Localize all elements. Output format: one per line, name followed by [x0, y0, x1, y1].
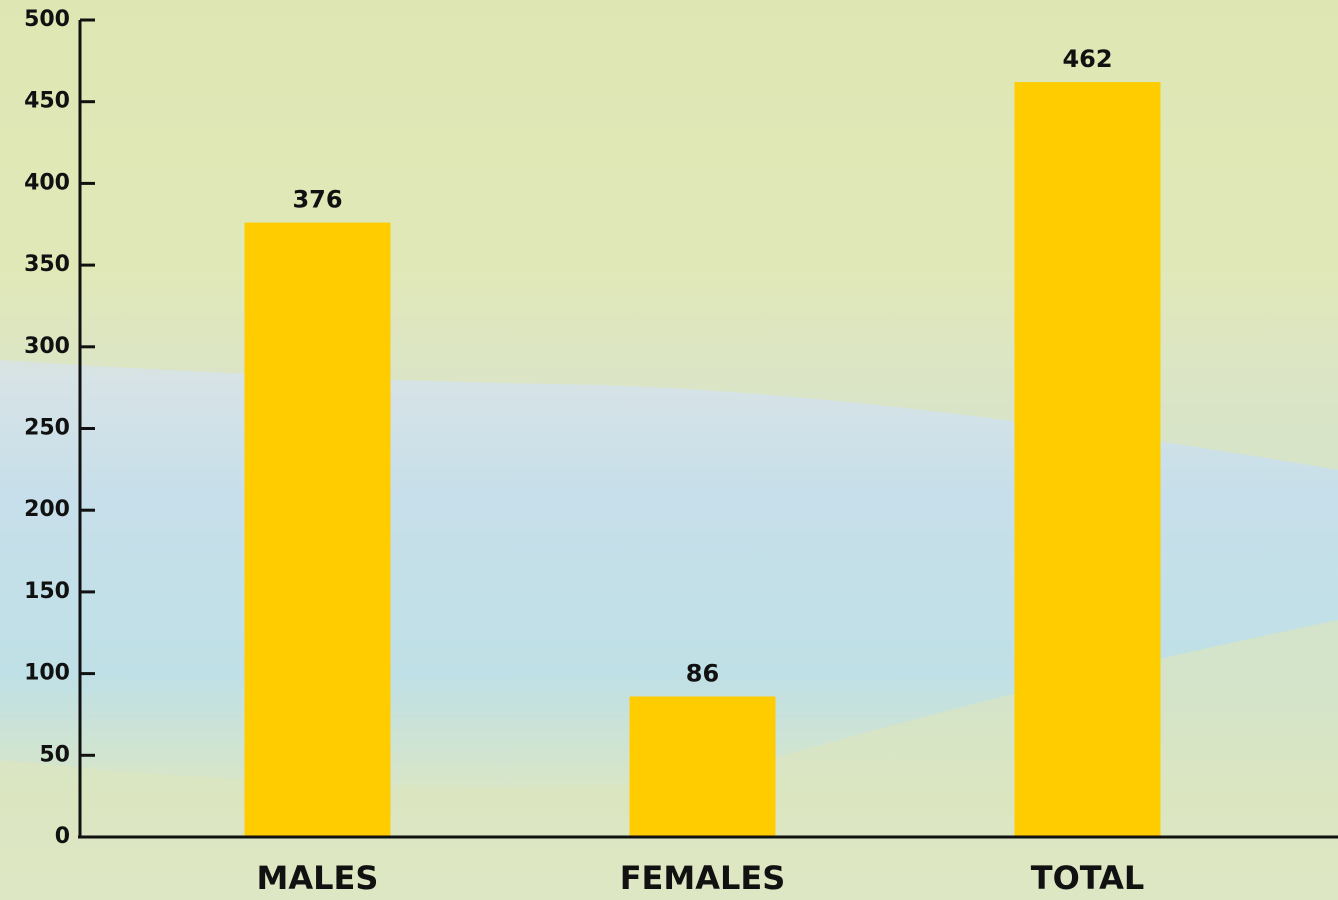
x-tick-label: FEMALES	[620, 859, 786, 897]
y-tick-label: 450	[24, 89, 70, 114]
value-label: 86	[686, 659, 719, 687]
y-tick-label: 100	[24, 661, 70, 686]
bar	[629, 696, 776, 837]
y-tick-label: 200	[24, 497, 70, 522]
y-tick-label: 500	[24, 7, 70, 32]
bar	[244, 222, 391, 838]
y-tick-label: 400	[24, 170, 70, 195]
y-tick-label: 300	[24, 334, 70, 359]
value-label: 376	[292, 186, 342, 214]
y-tick-label: 0	[55, 824, 70, 849]
x-tick-label: MALES	[257, 859, 379, 897]
y-tick-label: 250	[24, 416, 70, 441]
y-tick-label: 150	[24, 579, 70, 604]
y-tick-label: 350	[24, 252, 70, 277]
plot: 0 50 100 150 200 250 300 350 400 450 500 MALES 376 FE…	[24, 7, 1161, 897]
bar	[1014, 82, 1161, 838]
y-tick-label: 50	[39, 742, 70, 767]
value-label: 462	[1062, 45, 1112, 73]
x-tick-label: TOTAL	[1031, 859, 1145, 897]
